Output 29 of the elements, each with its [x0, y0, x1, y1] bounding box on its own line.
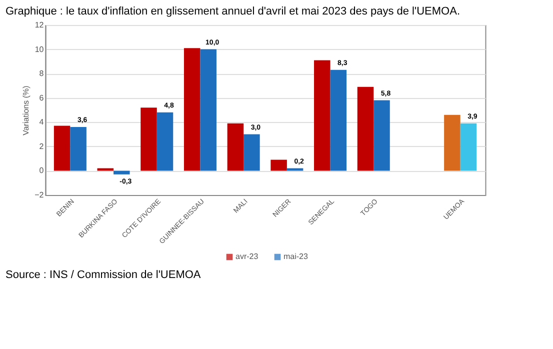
chart-title: Graphique : le taux d'inflation en glissement annuel d'avril et mai 2023 des pays de l'UEMOA.	[6, 6, 460, 18]
y-tick-label: 0	[39, 166, 44, 176]
bar	[114, 170, 130, 174]
source-note: Source : INS / Commission de l'UEMOA	[6, 269, 202, 281]
bar	[374, 100, 390, 171]
bar	[54, 126, 70, 171]
bar	[444, 114, 460, 171]
y-tick-label: 4	[39, 118, 44, 127]
y-tick-label: 12	[34, 20, 44, 30]
bar	[200, 49, 216, 171]
y-tick-label: 6	[39, 93, 44, 102]
bar	[184, 48, 200, 171]
bar	[357, 86, 374, 171]
y-tick-label: 2	[39, 142, 44, 151]
legend-label: avr-23	[236, 252, 259, 261]
y-axis-title: Variations (%)	[22, 85, 31, 136]
y-tick-label: 8	[39, 69, 44, 78]
bar	[227, 123, 244, 171]
legend-label: mai-23	[284, 252, 309, 261]
bar	[244, 134, 260, 171]
bar	[460, 123, 477, 171]
bar	[314, 60, 330, 171]
bar	[270, 160, 287, 171]
y-tick-label: −2	[34, 190, 44, 200]
y-tick-label: 10	[34, 44, 44, 54]
bar	[156, 112, 174, 171]
bar	[140, 108, 157, 171]
bar	[70, 127, 86, 171]
bar	[330, 70, 347, 171]
